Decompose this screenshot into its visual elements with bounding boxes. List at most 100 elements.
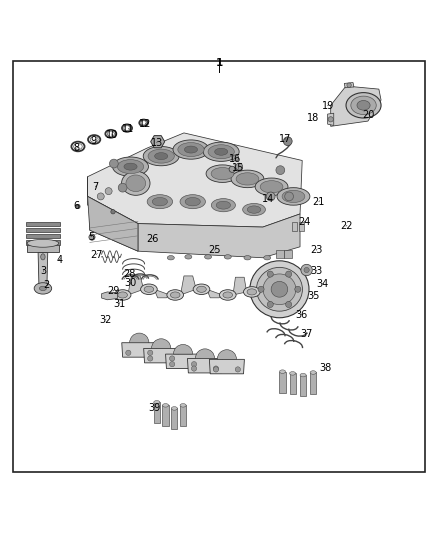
Polygon shape (128, 276, 144, 295)
Circle shape (97, 193, 104, 200)
Ellipse shape (279, 370, 286, 374)
Polygon shape (209, 359, 244, 374)
Ellipse shape (184, 146, 198, 153)
Ellipse shape (185, 255, 192, 259)
Ellipse shape (193, 284, 210, 295)
Ellipse shape (178, 142, 204, 157)
Text: 37: 37 (300, 329, 313, 339)
Ellipse shape (170, 292, 180, 298)
Ellipse shape (143, 147, 179, 166)
Ellipse shape (231, 170, 264, 188)
Circle shape (105, 188, 112, 195)
Circle shape (285, 192, 293, 201)
Wedge shape (130, 333, 149, 343)
Text: 6: 6 (74, 201, 80, 211)
Text: 1: 1 (215, 58, 223, 68)
Ellipse shape (243, 204, 265, 216)
Circle shape (286, 271, 292, 277)
Bar (171, 408, 177, 430)
Polygon shape (144, 349, 179, 363)
Polygon shape (344, 83, 354, 88)
Polygon shape (138, 214, 300, 258)
Text: 5: 5 (88, 232, 94, 242)
Ellipse shape (144, 286, 154, 292)
Circle shape (191, 366, 197, 371)
Bar (26, 240, 60, 245)
Text: 9: 9 (90, 136, 96, 146)
Circle shape (286, 301, 292, 308)
Bar (299, 222, 304, 231)
Ellipse shape (34, 282, 52, 294)
Circle shape (126, 350, 131, 356)
Circle shape (170, 361, 175, 367)
Bar (162, 405, 169, 426)
Ellipse shape (290, 372, 296, 375)
Circle shape (148, 350, 153, 356)
Text: 31: 31 (113, 298, 125, 309)
Text: 30: 30 (124, 278, 137, 288)
Ellipse shape (206, 165, 239, 182)
Ellipse shape (126, 175, 145, 191)
Ellipse shape (121, 171, 150, 195)
Ellipse shape (215, 148, 228, 155)
Wedge shape (195, 349, 215, 359)
Ellipse shape (162, 403, 169, 407)
Polygon shape (207, 289, 223, 298)
Bar (276, 250, 284, 258)
Ellipse shape (203, 142, 239, 161)
Ellipse shape (271, 281, 288, 297)
Bar (26, 234, 60, 238)
Ellipse shape (117, 159, 144, 174)
Circle shape (76, 204, 80, 209)
Text: 20: 20 (363, 109, 375, 119)
Circle shape (118, 183, 127, 192)
Text: 8: 8 (74, 143, 80, 154)
Ellipse shape (216, 201, 230, 209)
Polygon shape (88, 133, 302, 227)
Circle shape (213, 366, 219, 371)
Ellipse shape (250, 261, 309, 318)
Circle shape (347, 83, 351, 87)
Bar (154, 402, 160, 423)
Circle shape (191, 361, 197, 367)
Text: 35: 35 (307, 291, 319, 301)
Ellipse shape (148, 149, 174, 163)
Circle shape (328, 117, 333, 122)
Bar (279, 372, 286, 393)
Polygon shape (180, 276, 196, 295)
Text: 21: 21 (313, 197, 325, 207)
Text: 29: 29 (107, 286, 119, 296)
Circle shape (229, 166, 235, 172)
Text: 24: 24 (298, 217, 311, 227)
Bar (26, 228, 60, 232)
Ellipse shape (124, 163, 137, 170)
Text: 26: 26 (146, 234, 159, 244)
Text: 22: 22 (340, 221, 352, 231)
Ellipse shape (300, 374, 306, 377)
Circle shape (304, 268, 309, 273)
Ellipse shape (263, 274, 296, 304)
Circle shape (148, 356, 153, 361)
Ellipse shape (236, 173, 259, 185)
Circle shape (266, 192, 275, 201)
Ellipse shape (205, 255, 212, 259)
Text: 33: 33 (310, 266, 322, 276)
Ellipse shape (211, 167, 234, 180)
Polygon shape (328, 113, 334, 125)
Circle shape (267, 271, 273, 277)
Ellipse shape (255, 178, 288, 196)
Bar (180, 405, 186, 426)
Text: 16: 16 (229, 154, 241, 164)
Text: 25: 25 (208, 245, 221, 255)
Text: 32: 32 (99, 315, 111, 325)
Circle shape (170, 356, 175, 361)
Polygon shape (187, 359, 223, 373)
Ellipse shape (141, 284, 157, 295)
Bar (284, 250, 292, 258)
Text: 27: 27 (90, 249, 102, 260)
Text: 38: 38 (319, 363, 331, 373)
Text: 18: 18 (307, 114, 319, 124)
Ellipse shape (114, 290, 131, 300)
Ellipse shape (197, 286, 206, 292)
Bar (27, 244, 59, 253)
